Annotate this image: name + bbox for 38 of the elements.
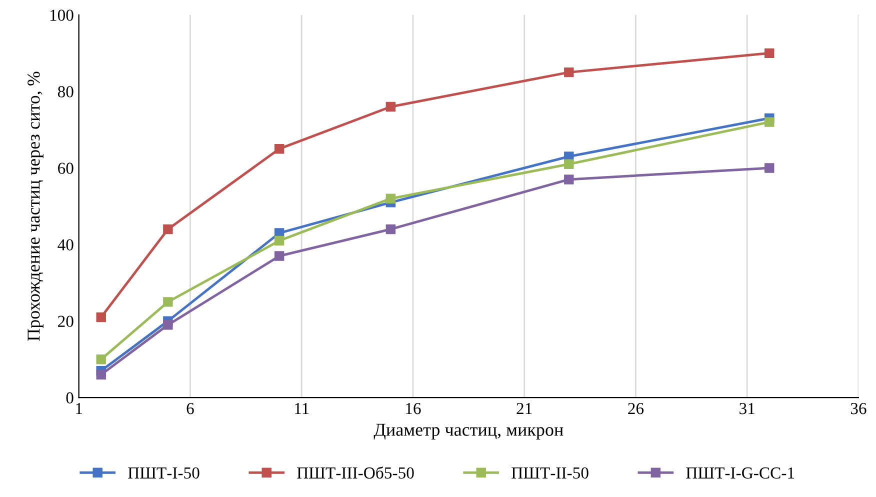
- point: [564, 174, 574, 184]
- point: [564, 67, 574, 78]
- point: [96, 354, 106, 364]
- y-axis-title: Прохождение частиц через сито, %: [28, 72, 44, 341]
- point: [386, 224, 396, 234]
- legend-label: ПШТ-I-G-CC-1: [686, 467, 794, 479]
- y-tick-label: 100: [50, 10, 74, 21]
- x-tick-label: 31: [740, 402, 754, 414]
- y-tick-label: 80: [58, 86, 74, 98]
- y-tick-label: 40: [58, 239, 74, 250]
- legend-label: ПШТ-II-50: [512, 467, 588, 479]
- y-tick-label: 60: [58, 162, 74, 174]
- y-tick-label: 20: [58, 316, 74, 328]
- y-tick-label: 0: [66, 392, 74, 404]
- point: [274, 236, 284, 246]
- x-tick-label: 16: [406, 402, 421, 414]
- x-tick-label: 1: [76, 403, 82, 414]
- x-tick-label: 26: [628, 402, 644, 414]
- point: [274, 144, 284, 154]
- point: [764, 163, 774, 173]
- x-tick-label: 11: [295, 403, 309, 414]
- x-axis-title: Диаметр частиц, микрон: [374, 424, 564, 440]
- point: [163, 297, 173, 307]
- point: [274, 251, 284, 261]
- point: [96, 370, 106, 380]
- x-tick-label: 36: [850, 402, 866, 414]
- legend-label: ПШТ-I-50: [128, 467, 200, 479]
- point: [764, 48, 774, 58]
- point: [163, 224, 173, 234]
- point: [163, 320, 173, 330]
- point: [386, 102, 396, 112]
- legend-label: ПШТ-III-Об5-50: [297, 466, 414, 479]
- x-tick-label: 21: [516, 402, 532, 414]
- x-tick-label: 6: [186, 402, 194, 414]
- point: [564, 159, 574, 170]
- point: [764, 117, 774, 127]
- point: [386, 194, 396, 204]
- point: [96, 312, 106, 322]
